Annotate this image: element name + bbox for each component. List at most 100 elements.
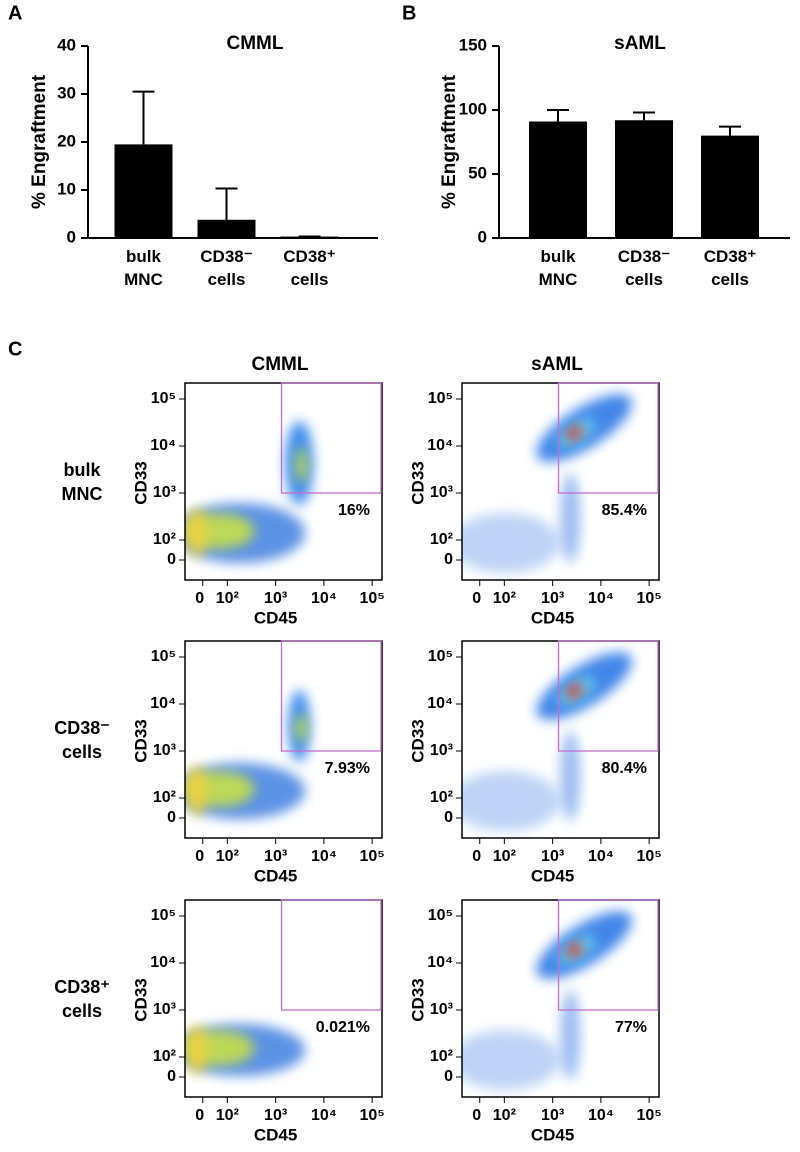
- density-region: [560, 731, 581, 821]
- y-axis-label: CD33: [408, 461, 427, 504]
- row-label: CD38⁺ cells: [54, 977, 110, 1021]
- y-tick-label: 10²: [153, 531, 176, 548]
- x-tick-label: 10⁵: [636, 590, 661, 607]
- y-tick-label: 20: [57, 131, 76, 150]
- x-tick-label: 10³: [264, 590, 287, 607]
- x-tick-label: 10³: [264, 848, 287, 865]
- density: [185, 421, 314, 563]
- gate: [280, 640, 382, 752]
- x-tick-label: 10³: [541, 1107, 564, 1124]
- x-tick-label: 10²: [493, 848, 516, 865]
- y-tick-label: 0: [167, 1068, 176, 1085]
- error-bar: [547, 109, 569, 122]
- x-tick-label: bulk MNC: [539, 247, 578, 289]
- chart-title: CMML: [227, 33, 284, 54]
- y-tick-label: 10⁴: [150, 695, 176, 712]
- y-tick-label: 0: [478, 227, 487, 246]
- density-region: [295, 714, 308, 742]
- y-tick-label: 40: [57, 35, 76, 54]
- x-tick-label: 10²: [216, 848, 239, 865]
- flow-plot: 85.4% 0 10² 10³ 10⁴ 10⁵ 0 10² 10³ 10⁴ 10⁵ CD45 CD33: [408, 382, 662, 627]
- error-bar: [215, 187, 238, 220]
- y-tick-label: 10: [57, 179, 76, 198]
- x-axis-label: CD45: [254, 1125, 297, 1144]
- x-tick-label: 10⁵: [636, 848, 661, 865]
- x-tick-label: 10³: [541, 590, 564, 607]
- x-tick-label: CD38⁻ cells: [618, 247, 670, 289]
- y-tick-label: 10³: [153, 1001, 176, 1018]
- y-tick-label: 10²: [153, 789, 176, 806]
- flow-plot: 77% 0 10² 10³ 10⁴ 10⁵ 0 10² 10³ 10⁴ 10⁵ CD45 CD33: [408, 899, 662, 1144]
- density-region: [462, 513, 561, 573]
- y-tick-label: 0: [444, 809, 453, 826]
- column-title: CMML: [252, 354, 309, 375]
- y-tick-label: 100: [459, 99, 487, 118]
- y-tick-label: 0: [444, 551, 453, 568]
- y-axis-label: % Engraftment: [29, 74, 50, 209]
- x-tick-label: 10⁴: [588, 848, 614, 865]
- y-axis-label: % Engraftment: [439, 74, 460, 209]
- x-axis-label: CD45: [531, 1125, 574, 1144]
- x-axis-label: CD45: [531, 866, 574, 885]
- x-tick-label: 10⁵: [359, 1107, 384, 1124]
- density-region: [566, 943, 583, 957]
- density-region: [295, 447, 308, 483]
- y-tick-label: 10³: [153, 484, 176, 501]
- x-tick-label: 0: [472, 848, 481, 865]
- y-tick-label: 10³: [430, 1001, 453, 1018]
- x-tick-label: 0: [472, 1107, 481, 1124]
- x-tick-label: 0: [195, 1107, 204, 1124]
- y-tick-label: 0: [444, 1068, 453, 1085]
- x-tick-label: 10²: [216, 1107, 239, 1124]
- chart-title: sAML: [614, 33, 666, 54]
- bar: [615, 120, 673, 238]
- density: [462, 911, 632, 1090]
- y-tick-label: 10⁵: [428, 648, 453, 665]
- density: [185, 1024, 306, 1076]
- row-label: bulk MNC: [62, 460, 103, 504]
- flow-plot: 7.93% 0 10² 10³ 10⁴ 10⁵ 0 10² 10³ 10⁴ 10⁵ CD45 CD33: [131, 640, 385, 885]
- y-tick-label: 50: [468, 163, 487, 182]
- error-bar: [719, 125, 741, 136]
- bar: [529, 121, 587, 238]
- x-tick-label: 10⁵: [359, 590, 384, 607]
- panel-label: B: [402, 2, 416, 24]
- y-tick-label: 30: [57, 83, 76, 102]
- column-title: sAML: [531, 354, 583, 375]
- density-region: [560, 990, 581, 1080]
- error-bar: [633, 111, 655, 121]
- x-tick-label: 10⁴: [311, 848, 337, 865]
- bar: [114, 144, 173, 238]
- x-tick-label: CD38⁺ cells: [704, 247, 756, 289]
- density: [462, 652, 632, 831]
- y-tick-label: 10⁵: [151, 390, 176, 407]
- density-region: [566, 684, 583, 698]
- density-region: [566, 426, 583, 440]
- y-tick-label: 10⁴: [150, 437, 176, 454]
- x-axis-label: CD45: [531, 608, 574, 627]
- gate: [280, 382, 382, 494]
- y-tick-label: 10²: [430, 789, 453, 806]
- x-tick-label: 10⁴: [311, 1107, 337, 1124]
- x-tick-label: 0: [195, 590, 204, 607]
- y-tick-label: 10³: [153, 742, 176, 759]
- x-tick-label: 10⁵: [359, 848, 384, 865]
- density-region: [462, 1030, 561, 1090]
- density-region: [462, 771, 561, 831]
- gate-percentage: 85.4%: [602, 502, 647, 519]
- density-region: [186, 1025, 207, 1075]
- y-tick-label: 10³: [430, 484, 453, 501]
- y-tick-label: 0: [167, 551, 176, 568]
- gate: [557, 382, 659, 494]
- x-tick-label: 10²: [493, 590, 516, 607]
- panel-label: C: [8, 338, 22, 360]
- gate: [557, 640, 659, 752]
- y-tick-label: 10²: [430, 1048, 453, 1065]
- y-tick-label: 10³: [430, 742, 453, 759]
- flow-plot: 16% 0 10² 10³ 10⁴ 10⁵ 0 10² 10³ 10⁴ 10⁵ CD45 CD33: [131, 382, 385, 627]
- x-tick-label: CD38⁺ cells: [283, 247, 335, 289]
- gate: [557, 899, 659, 1011]
- y-tick-label: 10⁴: [150, 954, 176, 971]
- flow-plot: 0.021% 0 10² 10³ 10⁴ 10⁵ 0 10² 10³ 10⁴ 10⁵ CD45 CD33: [131, 899, 385, 1144]
